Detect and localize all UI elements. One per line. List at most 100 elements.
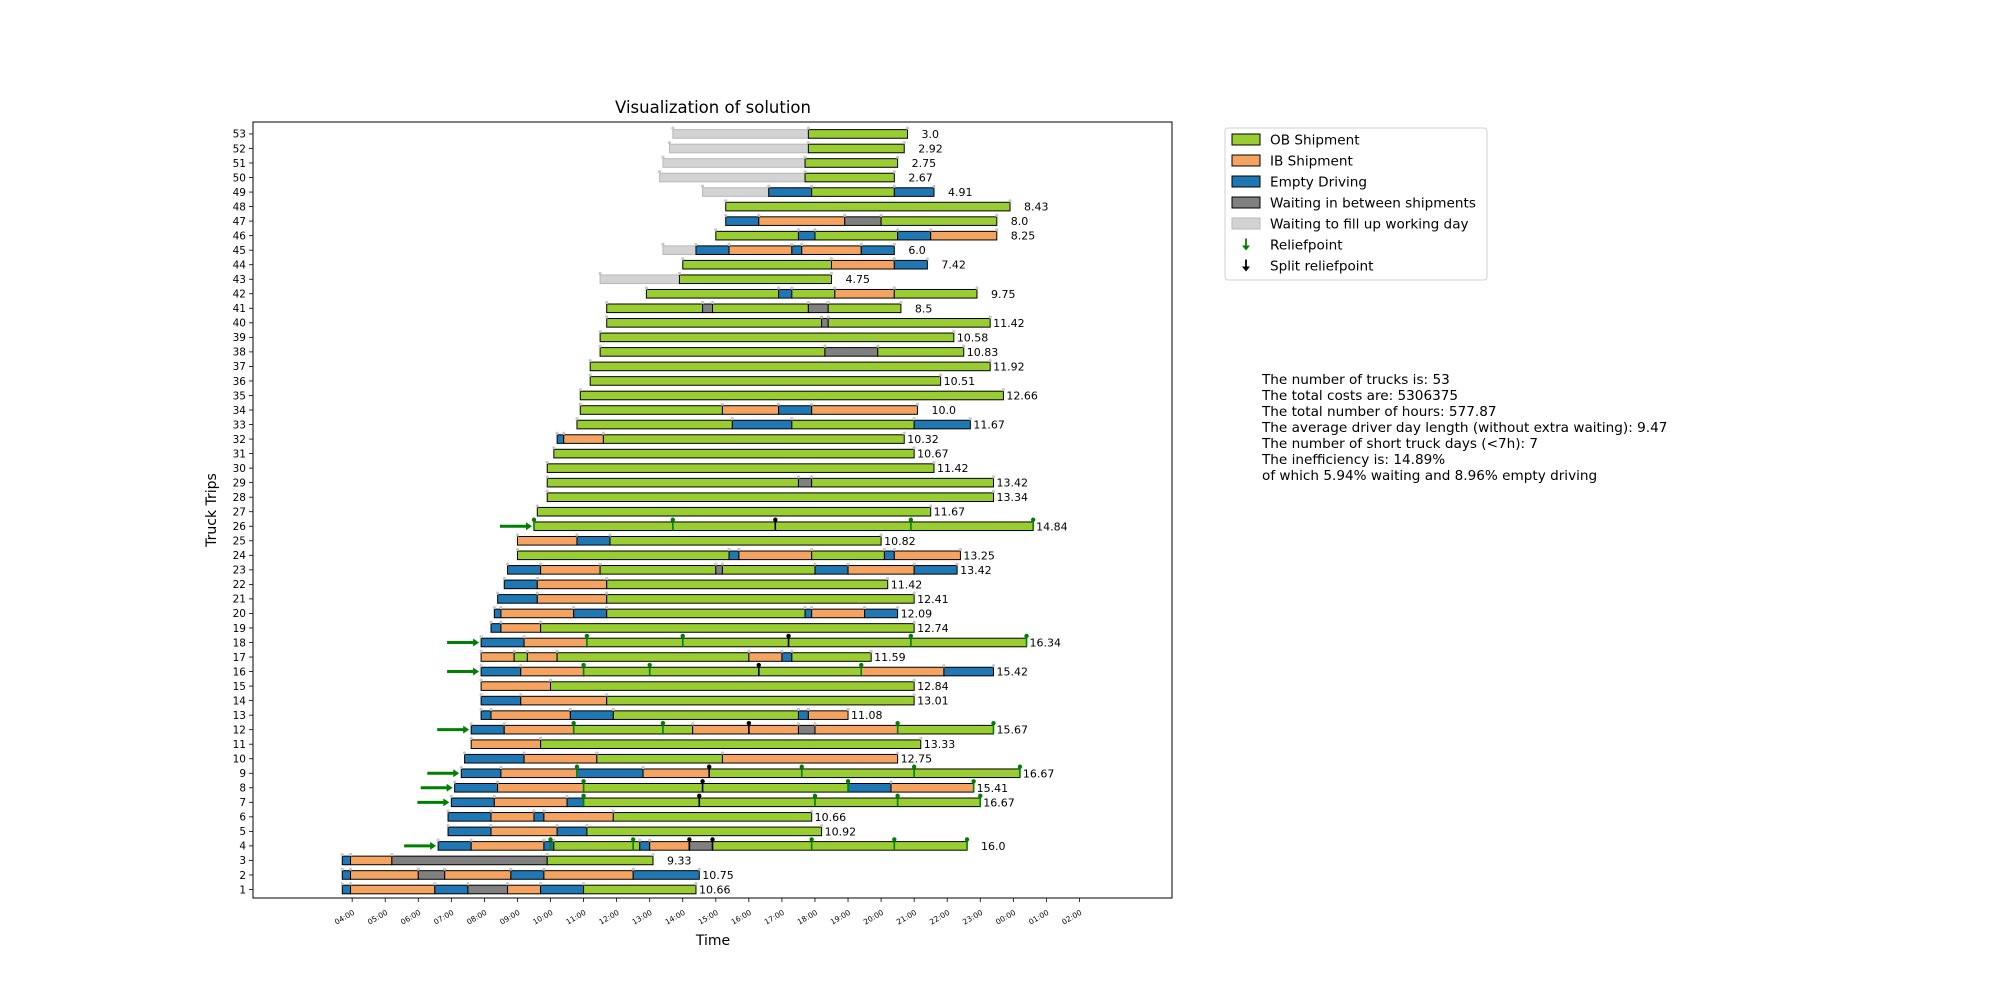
- segment-boundary-dot: [651, 853, 655, 857]
- bar-segment: [341, 870, 352, 880]
- trip-value-label: 10.51: [944, 375, 976, 388]
- segment-boundary-dot: [892, 184, 896, 188]
- bar-segment: [341, 855, 352, 866]
- x-tick-label: 11:00: [564, 908, 587, 927]
- bar-segment: [811, 608, 866, 619]
- reliefpoint-marker-head: [1017, 764, 1023, 769]
- legend-label: Split reliefpoint: [1270, 259, 1374, 275]
- segment-boundary-dot: [700, 184, 705, 188]
- x-tick-label: 19:00: [829, 908, 852, 927]
- segment-boundary-dot: [710, 300, 715, 305]
- reliefpoint-marker-head: [574, 764, 580, 769]
- reliefpoint-marker-head: [1030, 517, 1036, 522]
- bar-segment: [639, 841, 651, 851]
- x-tick-label: 01:00: [1027, 908, 1050, 927]
- chart-title: Visualization of solution: [615, 98, 811, 117]
- bar-segment: [573, 724, 694, 735]
- bar-segment: [864, 608, 899, 619]
- bar-segment: [662, 245, 697, 255]
- legend-marker-head: [1242, 266, 1250, 272]
- segment-boundary-dot: [515, 533, 520, 537]
- segment-boundary-dot: [489, 823, 493, 828]
- x-tick-label: 09:00: [498, 908, 521, 927]
- reliefpoint-marker-head: [581, 793, 586, 799]
- segment-boundary-dot: [975, 286, 979, 290]
- trip-value-label: 9.75: [991, 288, 1016, 301]
- trip-value-label: 2.75: [912, 157, 937, 170]
- y-tick-label: 11: [233, 739, 246, 751]
- bar-segment: [490, 710, 571, 720]
- segment-boundary-dot: [727, 547, 731, 552]
- bar-segment: [533, 812, 545, 822]
- bar-segment: [450, 797, 495, 808]
- bar-segment: [583, 797, 981, 808]
- trip-value-label: 11.42: [937, 462, 969, 475]
- bar-segment: [606, 303, 704, 314]
- segment-boundary-dot: [932, 184, 936, 188]
- split-reliefpoint-marker-head: [706, 764, 712, 769]
- y-tick-label: 18: [233, 637, 246, 649]
- y-tick-label: 52: [233, 143, 246, 155]
- segment-boundary-dot: [905, 126, 910, 130]
- bar-segment: [791, 245, 803, 255]
- segment-boundary-dot: [720, 751, 725, 755]
- bar-segment: [642, 768, 710, 779]
- segment-boundary-dot: [714, 562, 718, 566]
- bar-segment: [695, 245, 730, 255]
- y-tick-label: 21: [233, 594, 246, 606]
- bar-segment: [778, 405, 813, 415]
- segment-boundary-dot: [605, 606, 609, 610]
- bar-segment: [350, 884, 436, 895]
- segment-boundary-dot: [892, 547, 896, 552]
- segment-boundary-dot: [803, 155, 807, 159]
- segment-boundary-dot: [390, 853, 394, 857]
- y-tick-label: 1: [239, 884, 246, 896]
- segment-boundary-dot: [340, 867, 344, 871]
- y-tick-label: 32: [233, 434, 246, 446]
- segment-boundary-dot: [572, 606, 576, 610]
- segment-boundary-dot: [727, 242, 731, 246]
- reliefpoint-marker-head: [581, 662, 586, 668]
- bar-segment: [490, 826, 558, 837]
- bar-segment: [606, 608, 806, 619]
- segment-boundary-dot: [562, 431, 566, 435]
- bar-segment: [444, 870, 512, 880]
- bar-segment: [897, 724, 994, 735]
- segment-boundary-dot: [542, 867, 546, 871]
- segment-boundary-dot: [542, 809, 546, 813]
- bar-segment: [480, 710, 492, 720]
- bar-segment: [526, 652, 558, 662]
- bar-segment: [778, 288, 793, 299]
- y-tick-label: 23: [233, 565, 246, 577]
- y-tick-label: 43: [233, 274, 246, 286]
- bar-segment: [821, 318, 829, 328]
- trip-value-label: 15.67: [996, 724, 1028, 737]
- bar-segment: [847, 565, 915, 575]
- segment-boundary-dot: [535, 576, 539, 581]
- y-tick-label: 48: [233, 201, 246, 213]
- bar-segment: [606, 594, 915, 604]
- segment-boundary-dot: [605, 591, 609, 595]
- legend-label: Waiting in between shipments: [1270, 196, 1476, 212]
- y-tick-label: 49: [233, 187, 246, 199]
- bar-segment: [632, 870, 700, 880]
- bar-segment: [583, 782, 849, 793]
- bar-segment: [797, 710, 809, 720]
- split-reliefpoint-marker-head: [756, 662, 761, 668]
- x-tick-label: 06:00: [399, 908, 422, 927]
- y-tick-label: 13: [233, 710, 246, 722]
- bar-segment: [536, 579, 608, 590]
- reliefpoint-marker-head: [548, 837, 553, 842]
- bar-segment: [516, 535, 578, 546]
- segment-boundary-dot: [899, 300, 903, 305]
- segment-boundary-dot: [449, 794, 453, 799]
- segment-boundary-dot: [925, 257, 929, 261]
- bar-segment: [721, 565, 816, 575]
- segment-boundary-dot: [757, 213, 761, 217]
- bar-segment: [814, 724, 899, 735]
- segment-boundary-dot: [499, 620, 503, 624]
- segment-boundary-dot: [631, 867, 635, 871]
- bar-segment: [606, 579, 889, 590]
- y-tick-label: 34: [233, 405, 247, 417]
- y-tick-label: 24: [233, 550, 247, 562]
